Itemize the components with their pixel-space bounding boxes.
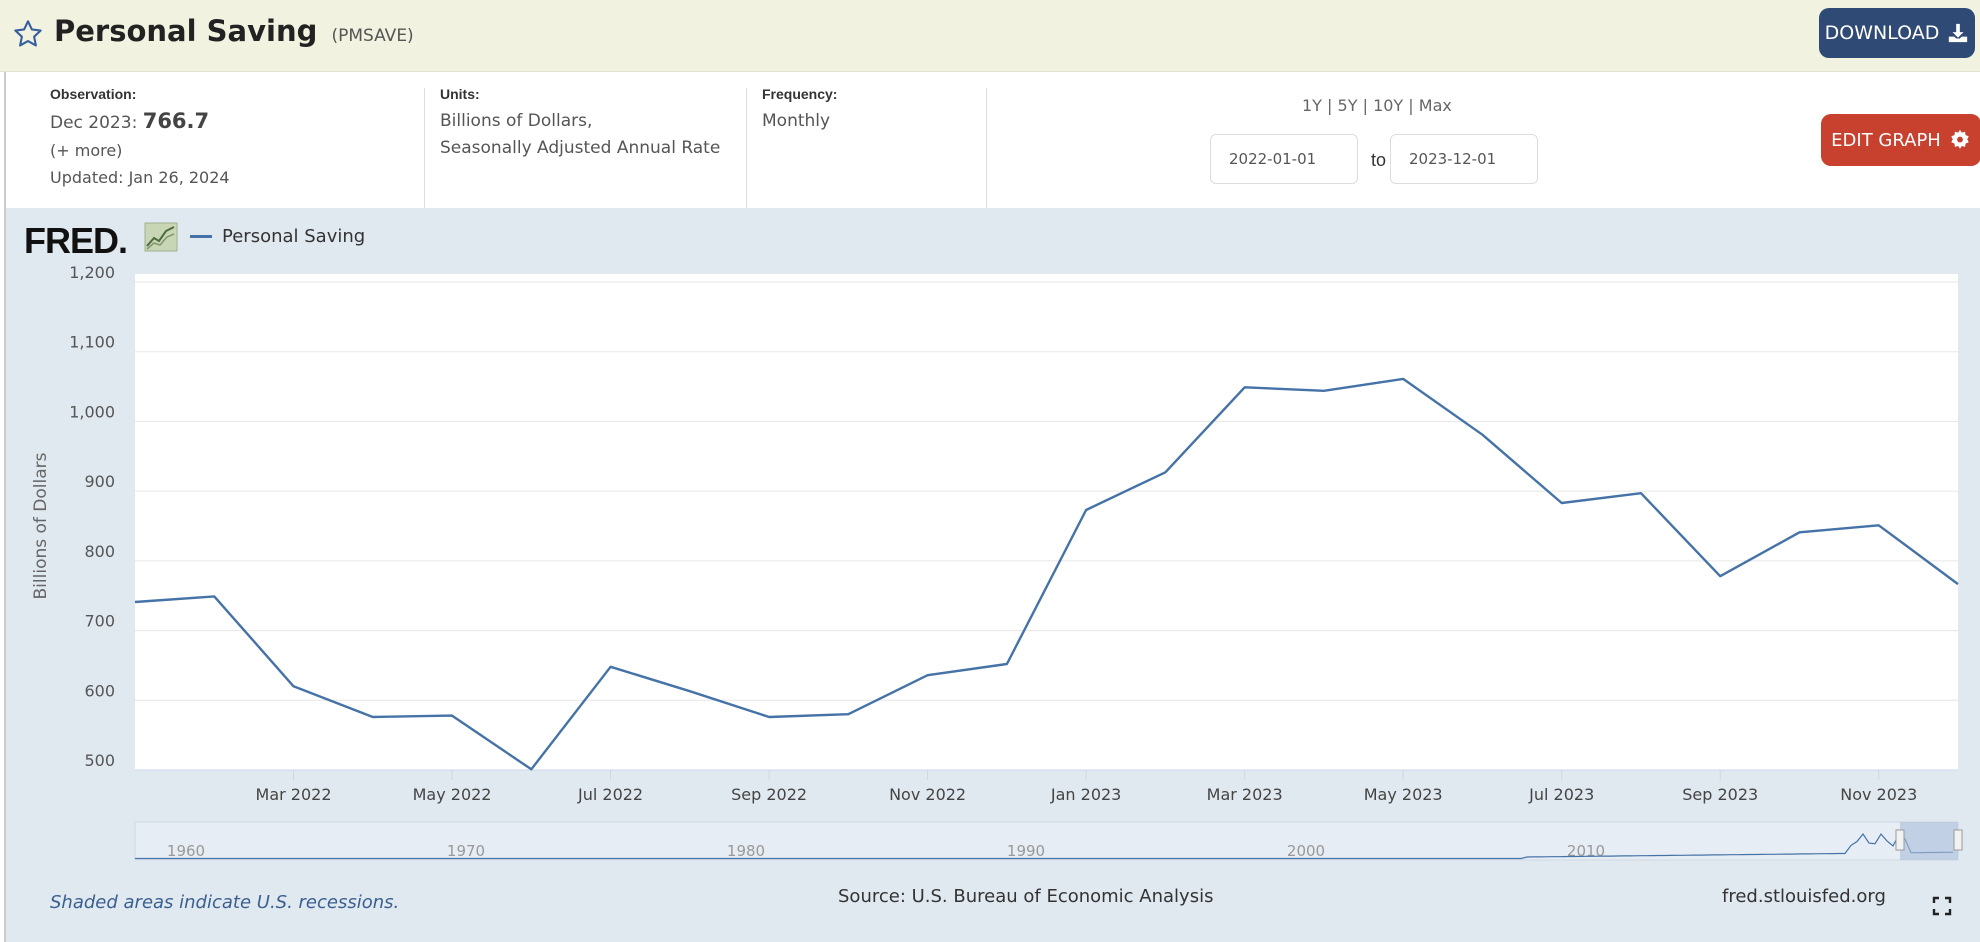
navigator-series	[135, 832, 1953, 860]
site-link[interactable]: fred.stlouisfed.org	[1722, 886, 1886, 907]
observation-block: Observation: Dec 2023: 766.7 (+ more) Up…	[50, 86, 230, 191]
y-tick-label: 600	[84, 681, 115, 700]
date-range-to-label: to	[1371, 150, 1387, 170]
download-button[interactable]: DOWNLOAD	[1819, 8, 1975, 58]
page-header: Personal Saving (PMSAVE) DOWNLOAD	[0, 0, 1980, 72]
star-icon[interactable]	[12, 18, 44, 50]
x-tick-label: Jan 2023	[1050, 785, 1121, 804]
x-tick-label: Mar 2023	[1207, 785, 1283, 804]
divider	[424, 88, 425, 208]
gear-icon	[1951, 129, 1969, 149]
page-title: Personal Saving (PMSAVE)	[54, 14, 414, 48]
observation-row: Dec 2023: 766.7	[50, 108, 230, 137]
range-1y[interactable]: 1Y	[1302, 96, 1322, 115]
fred-logo: FRED.	[24, 220, 128, 261]
divider	[986, 88, 987, 208]
series-title: Personal Saving	[54, 14, 318, 48]
y-tick-label: 500	[84, 751, 115, 770]
navigator-label: 1960	[167, 842, 205, 860]
navigator-label: 2000	[1287, 842, 1325, 860]
observation-label: Observation:	[50, 86, 137, 102]
navigator-handle-right	[1953, 829, 1963, 851]
units-line-2: Seasonally Adjusted Annual Rate	[440, 138, 721, 158]
observation-date: Dec 2023:	[50, 113, 138, 133]
y-tick-label: 1,200	[69, 263, 115, 282]
range-selector: 1Y | 5Y | 10Y | Max	[1302, 96, 1452, 115]
units-label: Units:	[440, 86, 480, 102]
series-info-panel: Observation: Dec 2023: 766.7 (+ more) Up…	[4, 72, 1980, 208]
x-tick-label: Jul 2022	[577, 785, 643, 804]
y-tick-label: 900	[84, 472, 115, 491]
frequency-block: Frequency: Monthly	[762, 86, 837, 135]
x-tick-label: Mar 2022	[256, 785, 332, 804]
frequency-label: Frequency:	[762, 86, 838, 102]
legend-swatch	[190, 235, 212, 238]
x-tick-label: Jul 2023	[1528, 785, 1594, 804]
x-tick-label: Nov 2022	[889, 785, 966, 804]
source-text: Source: U.S. Bureau of Economic Analysis	[838, 886, 1214, 907]
y-axis-title: Billions of Dollars	[31, 452, 51, 599]
navigator-selection	[1900, 822, 1958, 860]
download-label: DOWNLOAD	[1824, 22, 1940, 44]
y-tick-label: 700	[84, 612, 115, 631]
navigator-label: 2010	[1567, 842, 1605, 860]
range-10y[interactable]: 10Y	[1373, 96, 1404, 115]
fred-logo-text: FRED	[24, 220, 119, 261]
fullscreen-icon[interactable]	[1932, 896, 1952, 916]
legend-label: Personal Saving	[222, 226, 366, 247]
y-tick-label: 800	[84, 542, 115, 561]
navigator-label: 1980	[727, 842, 765, 860]
start-date-input[interactable]: 2022-01-01	[1210, 134, 1358, 184]
x-tick-label: Sep 2023	[1682, 785, 1758, 804]
chart-legend: Personal Saving	[190, 226, 365, 247]
edit-graph-button[interactable]: EDIT GRAPH	[1821, 114, 1980, 166]
x-tick-label: Nov 2023	[1840, 785, 1917, 804]
line-chart[interactable]: 500 600 700 800 900 1,000 1,100 1,200 Billions o…	[6, 208, 1980, 880]
navigator-area	[134, 821, 1959, 861]
range-5y[interactable]: 5Y	[1337, 96, 1358, 115]
x-tick-label: May 2023	[1364, 785, 1443, 804]
navigator-handle-left	[1895, 829, 1905, 851]
fred-chart-logo-icon	[144, 222, 178, 252]
updated-date: Updated: Jan 26, 2024	[50, 168, 230, 187]
x-tick-label: May 2022	[413, 785, 492, 804]
download-icon	[1949, 23, 1968, 43]
frequency-value: Monthly	[762, 111, 831, 131]
units-line-1: Billions of Dollars,	[440, 111, 593, 131]
series-id: (PMSAVE)	[331, 26, 414, 46]
plot-area	[135, 274, 1958, 770]
range-separator: |	[1408, 96, 1414, 115]
units-block: Units: Billions of Dollars, Seasonally A…	[440, 86, 720, 162]
observation-value: 766.7	[142, 109, 210, 133]
navigator-label: 1970	[447, 842, 485, 860]
range-max[interactable]: Max	[1418, 96, 1452, 115]
more-link[interactable]: (+ more)	[50, 141, 123, 160]
edit-graph-label: EDIT GRAPH	[1831, 129, 1941, 151]
end-date-input[interactable]: 2023-12-01	[1390, 134, 1538, 184]
divider	[746, 88, 747, 208]
y-tick-label: 1,100	[69, 333, 115, 352]
y-tick-label: 1,000	[69, 402, 115, 421]
graph-panel: FRED. Personal Saving 500 600 700 800 900 1,0…	[4, 208, 1980, 942]
recession-note: Shaded areas indicate U.S. recessions.	[50, 892, 400, 913]
range-separator: |	[1327, 96, 1333, 115]
series-line	[134, 377, 1959, 771]
x-tick-label: Sep 2022	[731, 785, 807, 804]
range-separator: |	[1362, 96, 1368, 115]
navigator-label: 1990	[1007, 842, 1045, 860]
